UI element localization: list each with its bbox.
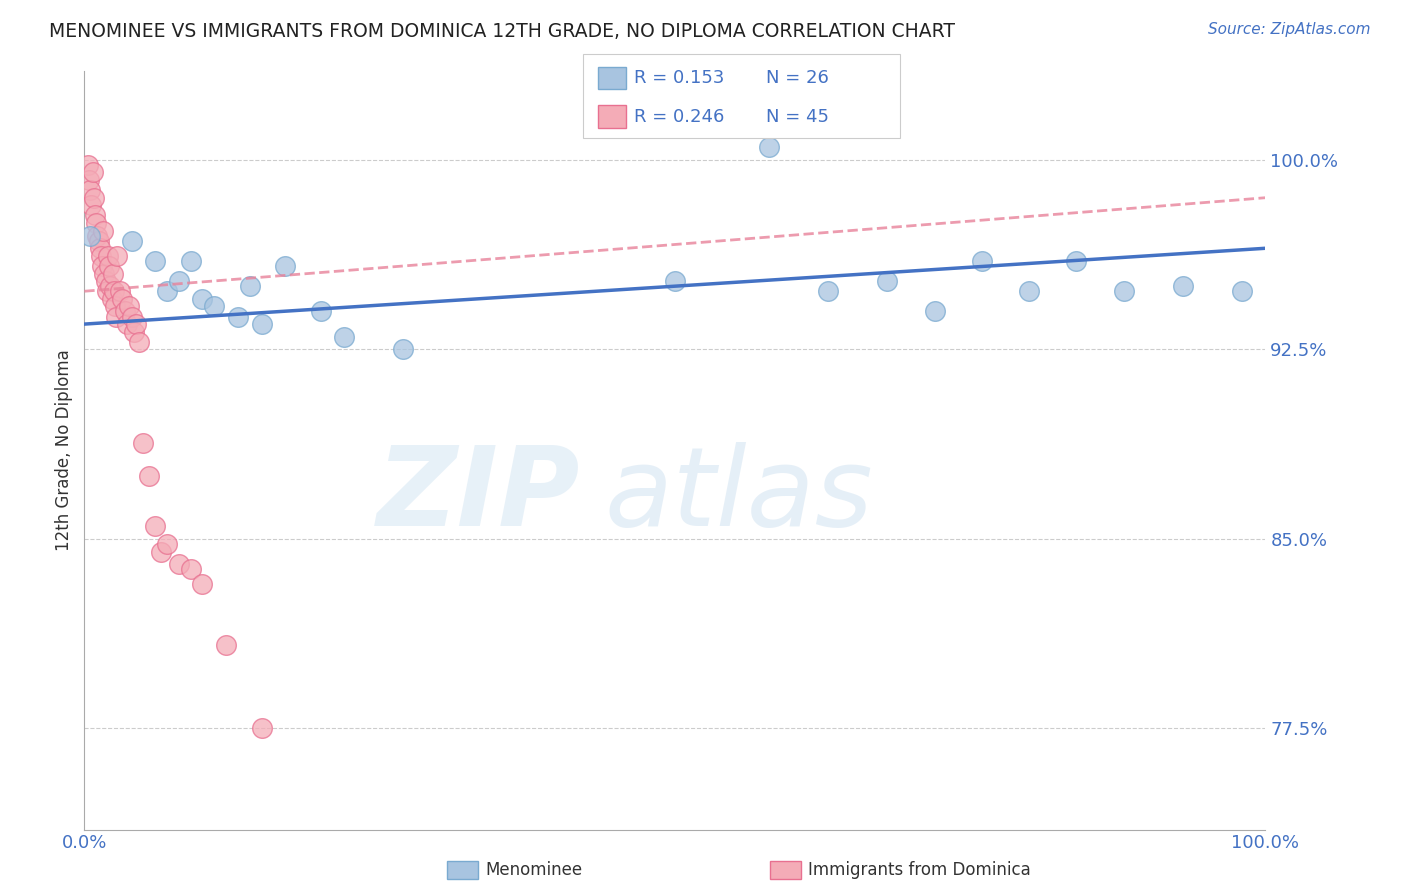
Point: [817, 284, 839, 298]
Point: [970, 253, 993, 268]
Point: [125, 317, 148, 331]
Point: [96, 284, 118, 298]
Text: R = 0.246: R = 0.246: [634, 108, 724, 126]
Point: [80, 198, 103, 212]
Point: [90, 249, 112, 263]
Point: [97, 249, 120, 263]
Text: R = 0.153: R = 0.153: [634, 70, 724, 87]
Point: [143, 253, 166, 268]
Point: [118, 299, 141, 313]
Point: [191, 577, 214, 591]
Point: [156, 537, 179, 551]
Point: [83, 191, 105, 205]
Point: [1066, 253, 1088, 268]
Point: [86, 228, 108, 243]
Point: [121, 234, 143, 248]
Point: [93, 267, 115, 281]
Point: [167, 274, 190, 288]
Point: [664, 274, 686, 288]
Point: [1171, 279, 1194, 293]
Point: [89, 241, 111, 255]
Text: atlas: atlas: [605, 442, 873, 549]
Point: [392, 343, 415, 357]
Y-axis label: 12th Grade, No Diploma: 12th Grade, No Diploma: [55, 350, 73, 551]
Point: [107, 249, 129, 263]
Point: [876, 274, 898, 288]
Point: [202, 299, 225, 313]
Point: [239, 279, 262, 293]
Point: [98, 279, 121, 293]
Point: [111, 292, 134, 306]
Point: [84, 216, 107, 230]
Point: [91, 223, 114, 237]
Point: [114, 304, 136, 318]
Point: [1112, 284, 1135, 298]
Point: [91, 259, 114, 273]
Point: [180, 253, 202, 268]
Point: [98, 259, 121, 273]
Point: [132, 435, 155, 450]
Point: [156, 284, 179, 298]
Point: [82, 165, 104, 179]
Point: [758, 140, 780, 154]
Point: [143, 519, 166, 533]
Point: [108, 284, 131, 298]
Point: [100, 292, 122, 306]
Point: [924, 304, 946, 318]
Text: N = 45: N = 45: [766, 108, 830, 126]
Point: [226, 310, 249, 324]
Point: [309, 304, 332, 318]
Point: [180, 562, 202, 576]
Text: N = 26: N = 26: [766, 70, 830, 87]
Point: [101, 267, 124, 281]
Point: [77, 173, 100, 187]
Point: [128, 334, 150, 349]
Point: [79, 183, 101, 197]
Point: [122, 325, 145, 339]
Text: Menominee: Menominee: [485, 861, 582, 879]
Point: [250, 722, 273, 736]
Point: [191, 292, 214, 306]
Point: [274, 259, 297, 273]
Point: [105, 310, 128, 324]
Point: [215, 638, 238, 652]
Point: [84, 208, 107, 222]
Point: [115, 317, 138, 331]
Text: ZIP: ZIP: [377, 442, 581, 549]
Point: [250, 317, 273, 331]
Text: Source: ZipAtlas.com: Source: ZipAtlas.com: [1208, 22, 1371, 37]
Text: MENOMINEE VS IMMIGRANTS FROM DOMINICA 12TH GRADE, NO DIPLOMA CORRELATION CHART: MENOMINEE VS IMMIGRANTS FROM DOMINICA 12…: [49, 22, 955, 41]
Point: [103, 284, 125, 298]
Point: [104, 299, 127, 313]
Point: [79, 228, 101, 243]
Point: [77, 158, 100, 172]
Point: [333, 329, 356, 343]
Point: [87, 234, 110, 248]
Point: [167, 557, 190, 571]
Point: [1230, 284, 1253, 298]
Point: [150, 544, 173, 558]
Text: Immigrants from Dominica: Immigrants from Dominica: [808, 861, 1031, 879]
Point: [1018, 284, 1040, 298]
Point: [138, 468, 160, 483]
Point: [94, 274, 117, 288]
Point: [121, 310, 143, 324]
